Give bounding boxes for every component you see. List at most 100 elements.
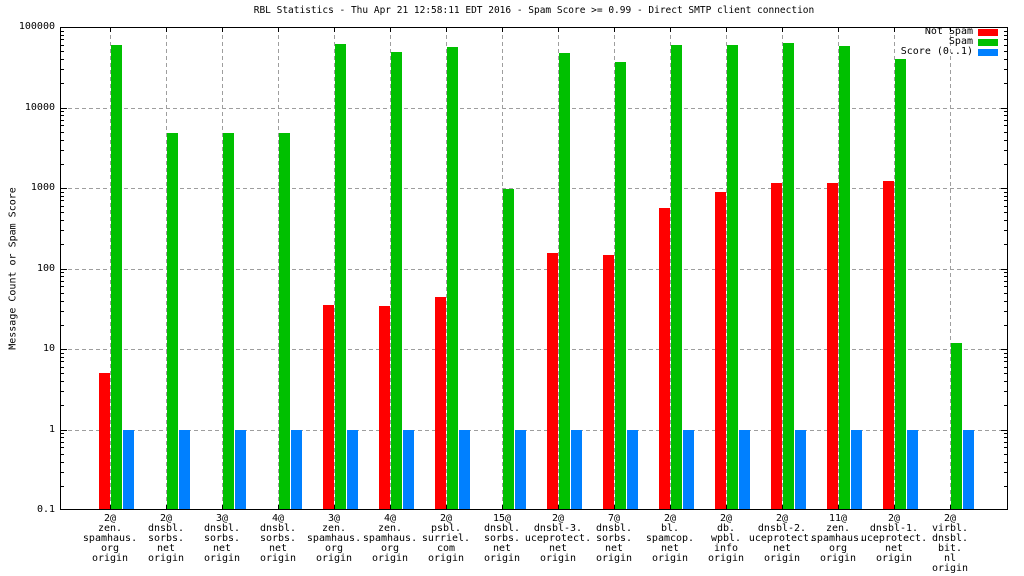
y-minor-tick-right bbox=[1004, 132, 1007, 133]
y-minor-tick-right bbox=[1004, 35, 1007, 36]
y-minor-tick-left bbox=[61, 447, 64, 448]
y-minor-tick-right bbox=[1004, 150, 1007, 151]
y-minor-tick-left bbox=[61, 111, 64, 112]
bar-score-0-1-14 bbox=[907, 430, 918, 509]
y-minor-tick-right bbox=[1004, 69, 1007, 70]
legend-label-score-0-1: Score (0..1) bbox=[900, 46, 973, 57]
y-minor-tick-left bbox=[61, 125, 64, 126]
y-major-tick-left bbox=[61, 188, 67, 189]
bar-not-spam-8 bbox=[547, 253, 558, 509]
x-tick-bottom bbox=[110, 505, 111, 509]
y-minor-tick-right bbox=[1004, 115, 1007, 116]
plot-area bbox=[60, 27, 1008, 510]
bar-score-0-1-9 bbox=[627, 430, 638, 509]
y-minor-tick-right bbox=[1004, 286, 1007, 287]
y-minor-tick-right bbox=[1004, 164, 1007, 165]
y-minor-tick-right bbox=[1004, 45, 1007, 46]
y-minor-tick-left bbox=[61, 367, 64, 368]
bar-spam-14 bbox=[895, 59, 906, 509]
y-minor-tick-left bbox=[61, 486, 64, 487]
v-gridline-3 bbox=[278, 28, 279, 509]
y-major-tick-right bbox=[1001, 349, 1007, 350]
y-minor-tick-left bbox=[61, 196, 64, 197]
y-tick-label: 10 bbox=[42, 343, 55, 354]
y-minor-tick-left bbox=[61, 200, 64, 201]
y-minor-tick-right bbox=[1004, 353, 1007, 354]
bar-spam-5 bbox=[391, 52, 402, 509]
y-minor-tick-left bbox=[61, 301, 64, 302]
x-tick-top bbox=[334, 28, 335, 32]
v-gridline-0 bbox=[110, 28, 111, 509]
bar-score-0-1-0 bbox=[123, 430, 134, 509]
x-tick-label-3: 4@ dnsbl. sorbs. net origin bbox=[259, 513, 297, 564]
v-gridline-6 bbox=[446, 28, 447, 509]
x-tick-label-15: 2@ virbl. dnsbl. bit. nl origin bbox=[931, 513, 969, 574]
y-minor-tick-right bbox=[1004, 120, 1007, 121]
y-minor-tick-left bbox=[61, 220, 64, 221]
bar-spam-2 bbox=[223, 133, 234, 509]
y-minor-tick-right bbox=[1004, 192, 1007, 193]
x-tick-bottom bbox=[558, 505, 559, 509]
y-minor-tick-right bbox=[1004, 391, 1007, 392]
y-minor-tick-right bbox=[1004, 31, 1007, 32]
x-tick-bottom bbox=[670, 505, 671, 509]
y-minor-tick-right bbox=[1004, 230, 1007, 231]
x-tick-label-1: 2@ dnsbl. sorbs. net origin bbox=[147, 513, 185, 564]
x-tick-bottom bbox=[278, 505, 279, 509]
y-major-tick-left bbox=[61, 108, 67, 109]
bar-spam-7 bbox=[503, 189, 514, 509]
y-minor-tick-right bbox=[1004, 220, 1007, 221]
x-tick-bottom bbox=[726, 505, 727, 509]
y-minor-tick-right bbox=[1004, 357, 1007, 358]
y-minor-tick-right bbox=[1004, 83, 1007, 84]
v-gridline-10 bbox=[670, 28, 671, 509]
y-minor-tick-right bbox=[1004, 212, 1007, 213]
y-major-tick-right bbox=[1001, 269, 1007, 270]
x-tick-bottom bbox=[446, 505, 447, 509]
v-gridline-1 bbox=[166, 28, 167, 509]
bar-score-0-1-5 bbox=[403, 430, 414, 509]
bar-spam-1 bbox=[167, 133, 178, 509]
y-minor-tick-left bbox=[61, 244, 64, 245]
y-minor-tick-left bbox=[61, 276, 64, 277]
bar-score-0-1-8 bbox=[571, 430, 582, 509]
y-minor-tick-left bbox=[61, 286, 64, 287]
bar-spam-8 bbox=[559, 53, 570, 509]
x-tick-label-14: 2@ dnsbl-1. uceprotect. net origin bbox=[860, 513, 928, 564]
y-tick-label: 100 bbox=[36, 263, 55, 274]
y-minor-tick-left bbox=[61, 272, 64, 273]
bar-score-0-1-7 bbox=[515, 430, 526, 509]
y-minor-tick-right bbox=[1004, 125, 1007, 126]
bar-not-spam-5 bbox=[379, 306, 390, 509]
y-minor-tick-left bbox=[61, 442, 64, 443]
y-minor-tick-left bbox=[61, 454, 64, 455]
bar-score-0-1-10 bbox=[683, 430, 694, 509]
bar-spam-4 bbox=[335, 44, 346, 509]
bar-score-0-1-6 bbox=[459, 430, 470, 509]
x-tick-bottom bbox=[950, 505, 951, 509]
v-gridline-4 bbox=[334, 28, 335, 509]
y-minor-tick-left bbox=[61, 206, 64, 207]
y-minor-tick-left bbox=[61, 325, 64, 326]
legend-swatch-not-spam bbox=[978, 29, 998, 36]
y-minor-tick-right bbox=[1004, 59, 1007, 60]
bar-not-spam-6 bbox=[435, 297, 446, 509]
bar-not-spam-13 bbox=[827, 183, 838, 509]
y-minor-tick-right bbox=[1004, 272, 1007, 273]
y-minor-tick-right bbox=[1004, 433, 1007, 434]
bar-not-spam-4 bbox=[323, 305, 334, 509]
y-minor-tick-left bbox=[61, 115, 64, 116]
bar-not-spam-0 bbox=[99, 373, 110, 509]
y-minor-tick-left bbox=[61, 164, 64, 165]
y-major-tick-left bbox=[61, 349, 67, 350]
y-minor-tick-right bbox=[1004, 206, 1007, 207]
y-minor-tick-right bbox=[1004, 51, 1007, 52]
v-gridline-7 bbox=[502, 28, 503, 509]
y-tick-label: 100000 bbox=[18, 21, 55, 32]
y-minor-tick-left bbox=[61, 31, 64, 32]
x-tick-label-13: 11@ zen. spamhaus. org origin bbox=[810, 513, 866, 564]
y-minor-tick-left bbox=[61, 35, 64, 36]
y-minor-tick-left bbox=[61, 59, 64, 60]
y-minor-tick-right bbox=[1004, 454, 1007, 455]
y-minor-tick-right bbox=[1004, 405, 1007, 406]
